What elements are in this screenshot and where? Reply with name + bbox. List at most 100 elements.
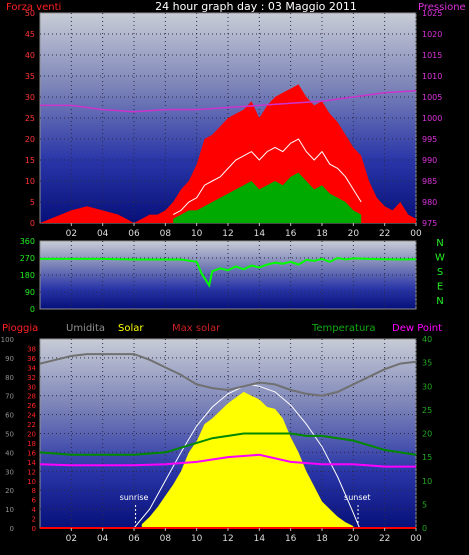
wind-y-tick-label: 30 xyxy=(25,93,35,102)
direction-y-tick-label: 360 xyxy=(20,237,35,246)
temperature-y-tick-label: 15 xyxy=(422,453,432,462)
humidity-y-tick-label: 50 xyxy=(5,431,14,439)
wind-y-tick-label: 10 xyxy=(25,177,35,186)
left-axis-label: Forza venti xyxy=(6,2,61,13)
rain-y-tick-label: 32 xyxy=(27,374,36,382)
x-tick-label: 18 xyxy=(316,229,328,239)
rain-y-tick-label: 16 xyxy=(27,449,36,457)
solar-axes: 0102030405060708090100024681012141618202… xyxy=(1,335,433,544)
sunset-label: sunset xyxy=(344,493,371,502)
rain-y-tick-label: 14 xyxy=(27,459,36,467)
right-axis-label: Pressione xyxy=(418,2,466,13)
x-tick-label: 00 xyxy=(410,229,422,239)
x-tick-label: 22 xyxy=(379,229,390,239)
pressure-y-tick-label: 1015 xyxy=(422,51,442,60)
legend-humidity: Umidita xyxy=(66,323,105,334)
temperature-y-tick-label: 30 xyxy=(422,382,432,391)
x-tick-label: 12 xyxy=(222,229,233,239)
rain-y-tick-label: 2 xyxy=(32,516,36,524)
direction-grid xyxy=(40,241,417,309)
pressure-line xyxy=(40,89,417,113)
rain-y-tick-label: 38 xyxy=(27,345,36,353)
dew-point-line xyxy=(39,453,416,468)
humidity-y-tick-label: 40 xyxy=(5,449,14,457)
x-tick-label: 18 xyxy=(316,534,328,544)
rain-y-tick-label: 34 xyxy=(27,364,36,372)
x-tick-label: 08 xyxy=(160,229,172,239)
wind-y-tick-label: 15 xyxy=(25,156,35,165)
rain-y-tick-label: 36 xyxy=(27,355,36,363)
direction-y-tick-label: 90 xyxy=(25,288,35,297)
humidity-y-tick-label: 60 xyxy=(5,412,14,420)
rain-y-tick-label: 10 xyxy=(27,478,36,486)
pressure-y-tick-label: 1000 xyxy=(422,114,442,123)
legend-temperature: Temperatura xyxy=(311,323,376,334)
rain-y-tick-label: 28 xyxy=(27,393,36,401)
wind-y-tick-label: 50 xyxy=(25,9,35,18)
x-tick-label: 10 xyxy=(191,534,203,544)
rain-y-tick-label: 20 xyxy=(27,431,36,439)
legend-max-solar: Max solar xyxy=(172,323,221,334)
compass-label: S xyxy=(437,267,443,278)
x-tick-label: 16 xyxy=(285,534,297,544)
pressure-y-tick-label: 990 xyxy=(422,156,437,165)
rain-y-tick-label: 24 xyxy=(27,412,36,420)
x-tick-label: 02 xyxy=(66,534,77,544)
sunrise-label: sunrise xyxy=(120,493,149,502)
humidity-y-tick-label: 20 xyxy=(5,487,14,495)
humidity-y-tick-label: 30 xyxy=(5,468,14,476)
humidity-y-tick-label: 80 xyxy=(5,374,14,382)
pressure-y-tick-label: 975 xyxy=(422,219,437,228)
rain-y-tick-label: 22 xyxy=(27,421,36,429)
wind-y-tick-label: 25 xyxy=(25,114,35,123)
pressure-y-tick-label: 1005 xyxy=(422,93,442,102)
rain-y-tick-label: 6 xyxy=(32,497,37,505)
x-tick-label: 12 xyxy=(222,534,233,544)
wind-y-tick-label: 35 xyxy=(25,72,35,81)
pressure-y-tick-label: 1010 xyxy=(422,72,442,81)
wind-axes: 0510152025303540455097598098599099510001… xyxy=(25,9,443,239)
rain-y-tick-label: 30 xyxy=(27,383,36,391)
legend-dew-point: Dew Point xyxy=(392,323,442,334)
wind-y-tick-label: 0 xyxy=(30,219,35,228)
rain-y-tick-label: 0 xyxy=(32,525,36,533)
solar-area xyxy=(141,391,354,528)
humidity-y-tick-label: 10 xyxy=(5,506,14,514)
wind-average-line xyxy=(172,138,362,216)
x-tick-label: 14 xyxy=(254,534,266,544)
x-tick-label: 04 xyxy=(97,534,109,544)
pressure-y-tick-label: 985 xyxy=(422,177,437,186)
x-tick-label: 14 xyxy=(254,229,266,239)
humidity-y-tick-label: 0 xyxy=(10,525,14,533)
humidity-y-tick-label: 90 xyxy=(5,355,14,363)
x-tick-label: 06 xyxy=(128,229,140,239)
direction-y-tick-label: 270 xyxy=(20,254,35,263)
wind-green-area xyxy=(173,172,362,223)
wind-y-tick-label: 5 xyxy=(30,198,35,207)
pressure-y-tick-label: 980 xyxy=(422,198,437,207)
humidity-line xyxy=(39,353,417,397)
x-tick-label: 04 xyxy=(97,229,109,239)
x-tick-label: 22 xyxy=(379,534,390,544)
legend-solar: Solar xyxy=(118,323,144,334)
temperature-y-tick-label: 25 xyxy=(422,406,432,415)
x-tick-label: 20 xyxy=(348,534,360,544)
x-tick-label: 00 xyxy=(410,534,422,544)
x-tick-label: 02 xyxy=(66,229,77,239)
rain-y-tick-label: 4 xyxy=(32,506,37,514)
direction-line xyxy=(40,256,417,288)
rain-y-tick-label: 26 xyxy=(27,402,36,410)
x-tick-label: 08 xyxy=(160,534,172,544)
compass-label: N xyxy=(436,238,443,249)
x-tick-label: 06 xyxy=(128,534,140,544)
wind-y-tick-label: 45 xyxy=(25,30,35,39)
temperature-y-tick-label: 10 xyxy=(422,477,432,486)
humidity-y-tick-label: 70 xyxy=(5,393,14,401)
pressure-y-tick-label: 1025 xyxy=(422,9,442,18)
compass-label: N xyxy=(436,296,443,307)
x-tick-label: 10 xyxy=(191,229,203,239)
direction-y-tick-label: 180 xyxy=(20,271,35,280)
x-tick-label: 16 xyxy=(285,229,297,239)
temperature-y-tick-label: 0 xyxy=(422,524,427,533)
